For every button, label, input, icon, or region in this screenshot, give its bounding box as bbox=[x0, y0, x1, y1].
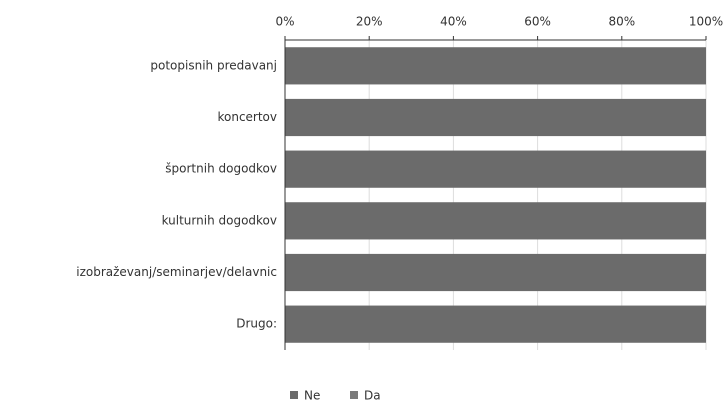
y-tick-label: športnih dogodkov bbox=[165, 162, 277, 176]
y-tick-label: koncertov bbox=[217, 110, 277, 124]
legend-label: Da bbox=[364, 389, 381, 403]
y-tick-label: kulturnih dogodkov bbox=[162, 213, 277, 227]
x-tick-label: 20% bbox=[356, 15, 383, 29]
x-tick-label: 100% bbox=[689, 15, 723, 29]
bar-segment bbox=[285, 150, 706, 188]
y-tick-label: izobraževanj/seminarjev/delavnic bbox=[76, 265, 277, 279]
bar-segment bbox=[285, 202, 706, 240]
legend-swatch bbox=[350, 391, 358, 399]
x-tick-label: 80% bbox=[608, 15, 635, 29]
bar-segment bbox=[285, 305, 706, 343]
legend-label: Ne bbox=[304, 389, 320, 403]
x-tick-label: 0% bbox=[275, 15, 294, 29]
x-tick-label: 60% bbox=[524, 15, 551, 29]
bar-segment bbox=[285, 253, 706, 292]
y-tick-label: Drugo: bbox=[236, 317, 277, 331]
y-tick-label: potopisnih predavanj bbox=[150, 58, 277, 72]
legend-swatch bbox=[290, 391, 298, 399]
bar-segment bbox=[285, 47, 706, 85]
bar-segment bbox=[285, 98, 706, 137]
x-tick-label: 40% bbox=[440, 15, 467, 29]
